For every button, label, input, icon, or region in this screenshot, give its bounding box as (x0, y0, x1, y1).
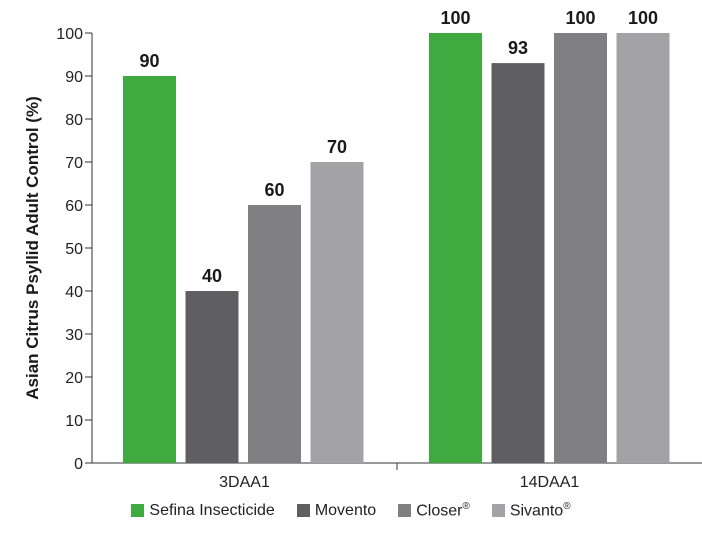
legend-label: Sivanto® (510, 501, 571, 520)
y-tick-label: 80 (65, 112, 83, 129)
data-label: 70 (327, 137, 347, 157)
y-tick-label: 60 (65, 198, 83, 215)
legend-item: Movento (296, 502, 376, 520)
legend-label-text: Sefina Insecticide (149, 501, 275, 519)
legend-swatch (296, 504, 310, 518)
registered-mark: ® (462, 501, 470, 512)
bar-sivanto-3daa1 (310, 162, 364, 463)
y-tick-label: 40 (65, 284, 83, 301)
legend-label-text: Closer (416, 502, 463, 520)
bar-sefina-insecticide-14daa1 (429, 33, 482, 463)
legend-label: Closer® (416, 501, 470, 520)
data-label: 100 (440, 8, 470, 28)
bar-movento-3daa1 (185, 291, 239, 463)
data-label: 100 (565, 8, 595, 28)
bar-sefina-insecticide-3daa1 (123, 76, 176, 463)
y-tick-label: 100 (56, 26, 83, 43)
legend-label-text: Sivanto (509, 502, 564, 520)
y-tick-label: 30 (65, 327, 83, 344)
legend: Sefina Insecticide Movento Closer® Sivanto® (0, 501, 702, 520)
data-label: 100 (628, 8, 658, 28)
y-tick-label: 50 (65, 241, 83, 258)
x-category-label: 14DAA1 (520, 474, 580, 490)
data-label: 90 (139, 51, 159, 71)
y-tick-label: 90 (65, 69, 83, 86)
y-tick-label: 20 (65, 370, 83, 387)
bar-chart: 0 10 20 30 40 50 60 70 80 90 100 Asian Citrus Psyll… (23, 8, 702, 490)
legend-label: Sefina Insecticide (149, 502, 274, 520)
legend-item: Sefina Insecticide (131, 502, 275, 520)
legend-swatch (398, 504, 412, 518)
bar-sivanto-14daa1 (616, 33, 670, 463)
legend-swatch (131, 504, 145, 518)
legend-item: Closer® (398, 501, 470, 520)
legend-item: Sivanto® (491, 501, 571, 520)
registered-mark: ® (563, 501, 571, 512)
y-tick-label: 10 (65, 413, 83, 430)
data-label: 40 (202, 266, 222, 286)
legend-label: Movento (315, 502, 376, 520)
x-category-label: 3DAA1 (219, 474, 270, 490)
legend-label-text: Movento (314, 501, 377, 519)
bar-closer-14daa1 (554, 33, 607, 463)
bar-movento-14daa1 (491, 63, 545, 463)
bar-closer-3daa1 (248, 205, 301, 463)
y-axis-title: Asian Citrus Psyllid Adult Control (%) (23, 96, 42, 400)
y-tick-label: 70 (65, 155, 83, 172)
y-tick-label: 0 (74, 456, 83, 473)
data-label: 93 (508, 38, 528, 58)
data-label: 60 (264, 180, 284, 200)
legend-swatch (491, 504, 505, 518)
